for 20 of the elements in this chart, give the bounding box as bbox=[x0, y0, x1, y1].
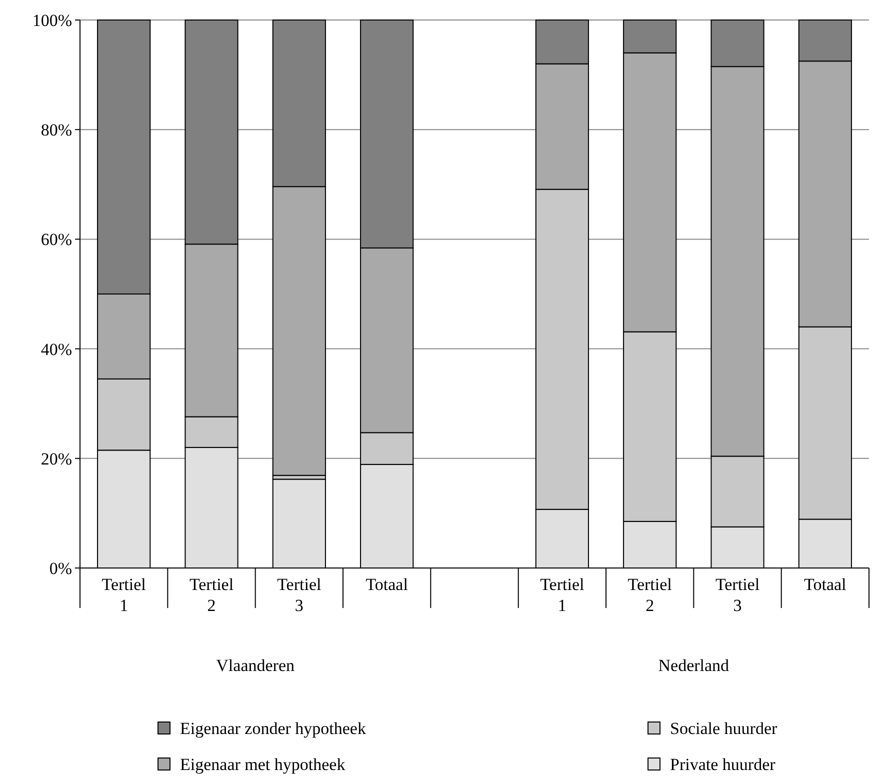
y-tick-label: 80% bbox=[40, 120, 72, 140]
legend-label: Sociale huurder bbox=[670, 718, 778, 738]
x-tick-label: Totaal bbox=[804, 575, 847, 594]
text: Vlaanderen bbox=[216, 656, 296, 675]
x-tick-label: Tertiel 1 bbox=[102, 575, 146, 615]
y-tick-label: 20% bbox=[40, 449, 72, 468]
legend-label: Private huurder bbox=[670, 754, 776, 774]
x-tick-label: Tertiel 1 bbox=[540, 575, 584, 615]
x-tick-label: Totaal bbox=[366, 575, 408, 594]
y-tick-label: 0% bbox=[49, 558, 72, 578]
x-tick-label: Tertiel 2 bbox=[189, 575, 234, 615]
text: Nederland bbox=[658, 656, 730, 675]
y-tick-label: 40% bbox=[40, 340, 72, 359]
x-tick-label: Tertiel 3 bbox=[277, 575, 322, 615]
x-tick-label: Tertiel 3 bbox=[715, 575, 760, 615]
y-tick-label: 100% bbox=[32, 10, 72, 30]
legend-label: Eigenaar zonder hypotheek bbox=[180, 718, 366, 738]
x-tick-label: Tertiel 2 bbox=[628, 575, 672, 615]
y-tick-label: 60% bbox=[40, 230, 72, 250]
legend-label: Eigenaar met hypotheek bbox=[180, 754, 346, 774]
